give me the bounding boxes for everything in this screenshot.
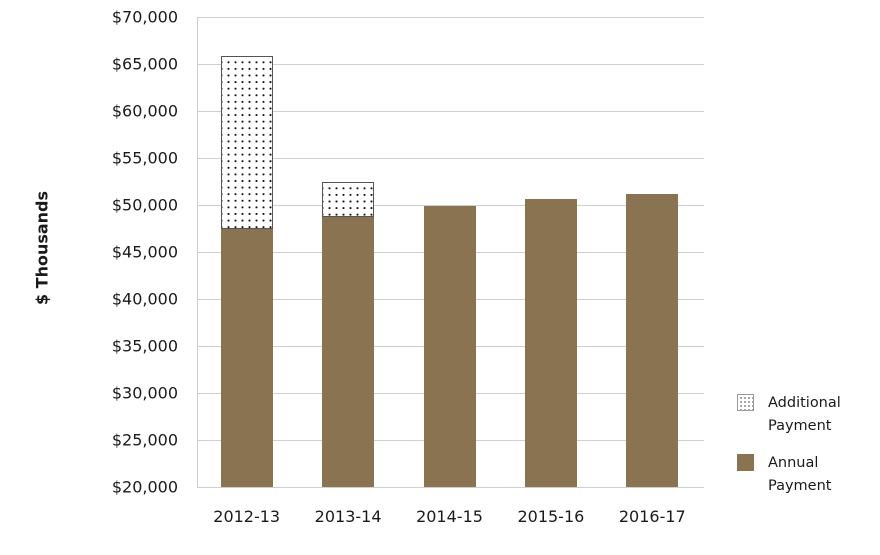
legend-item-annual-payment: Annual Payment [737, 452, 858, 498]
bar-annual-payment [524, 199, 577, 487]
gridline [197, 64, 704, 65]
y-tick-label: $50,000 [111, 195, 178, 215]
gridline [197, 17, 704, 18]
legend: Additional Payment Annual Payment [737, 392, 858, 512]
solid-swatch-icon [737, 454, 754, 471]
y-tick-label: $20,000 [111, 477, 178, 497]
y-tick-label: $55,000 [111, 148, 178, 168]
bar-annual-payment [626, 193, 679, 487]
y-tick-label: $35,000 [111, 336, 178, 356]
y-tick-label: $40,000 [111, 289, 178, 309]
x-tick-label: 2012-13 [213, 507, 281, 526]
legend-label: Annual Payment [768, 455, 832, 494]
y-tick-label: $65,000 [111, 54, 178, 74]
y-tick-label: $45,000 [111, 242, 178, 262]
y-tick-label: $70,000 [111, 7, 178, 27]
gridline [197, 487, 704, 488]
legend-label: Additional Payment [768, 395, 841, 434]
bar-annual-payment [220, 227, 273, 487]
dotted-swatch-icon [737, 394, 754, 411]
bar-annual-payment [322, 216, 375, 487]
y-tick-label: $30,000 [111, 383, 178, 403]
y-axis-label: $ Thousands [32, 190, 52, 306]
gridline [197, 111, 704, 112]
x-tick-label: 2016-17 [618, 507, 686, 526]
y-axis-line [197, 17, 198, 487]
y-tick-label: $25,000 [111, 430, 178, 450]
x-tick-label: 2014-15 [416, 507, 483, 526]
bar-additional-payment [322, 182, 375, 218]
bar-additional-payment [220, 55, 273, 229]
x-tick-label: 2013-14 [314, 507, 382, 526]
bar-annual-payment [423, 205, 476, 487]
y-tick-label: $60,000 [111, 101, 178, 121]
gridline [197, 205, 704, 206]
gridline [197, 158, 704, 159]
legend-item-additional-payment: Additional Payment [737, 392, 858, 438]
x-tick-label: 2015-16 [517, 507, 585, 526]
